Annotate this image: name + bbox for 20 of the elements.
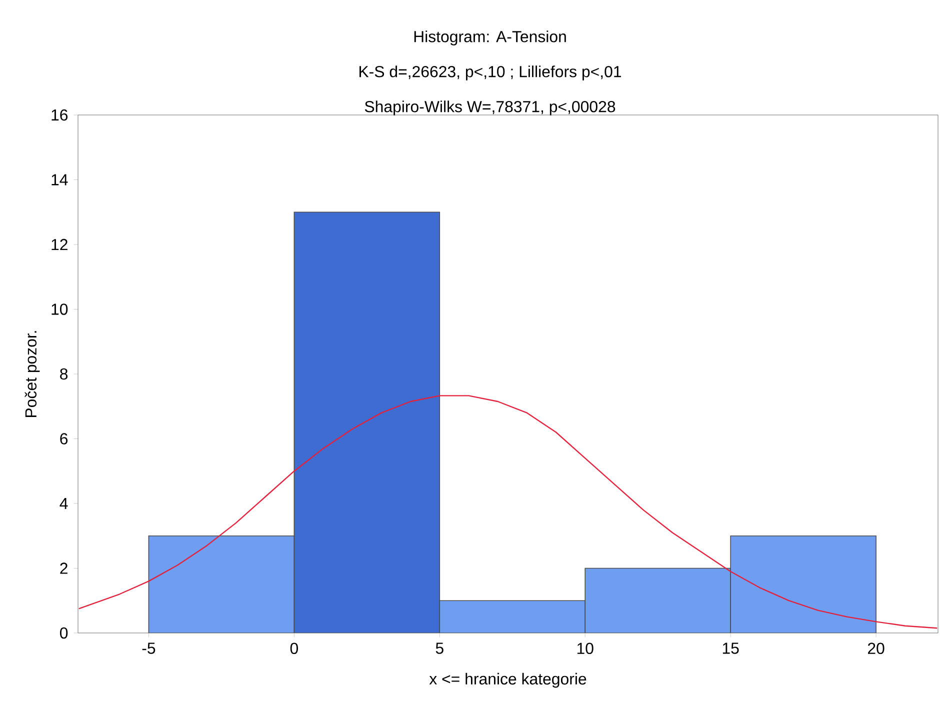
- x-tick-label: -5: [142, 642, 156, 654]
- x-tick-label: 0: [290, 642, 298, 654]
- chart-subtitle: K-S d=,26623, p<,10 ; Lilliefors p<,01: [360, 66, 622, 80]
- y-tick-label: 12: [52, 238, 68, 250]
- x-tick-label: 15: [722, 642, 739, 654]
- y-tick-label: 14: [52, 174, 68, 186]
- y-tick-label: 16: [52, 109, 68, 121]
- y-tick-label: 10: [52, 304, 68, 315]
- x-tick-label: 10: [577, 642, 594, 654]
- x-tick-label: 20: [868, 642, 884, 654]
- y-tick-label: 0: [60, 627, 68, 639]
- y-tick-label: 6: [60, 433, 68, 444]
- y-tick-label: 4: [60, 498, 68, 509]
- y-tick-label: 2: [60, 562, 68, 574]
- x-tick-label: 5: [436, 642, 444, 654]
- y-axis-title: Počet pozor.: [24, 331, 40, 417]
- x-axis-title: x <= hranice kategorie: [429, 672, 586, 688]
- annotation: Shapiro-Wilks W=,78371, p<,00028: [364, 100, 616, 116]
- chart-title: Histogram: A-Tension: [414, 30, 566, 46]
- y-tick-label: 8: [60, 368, 68, 380]
